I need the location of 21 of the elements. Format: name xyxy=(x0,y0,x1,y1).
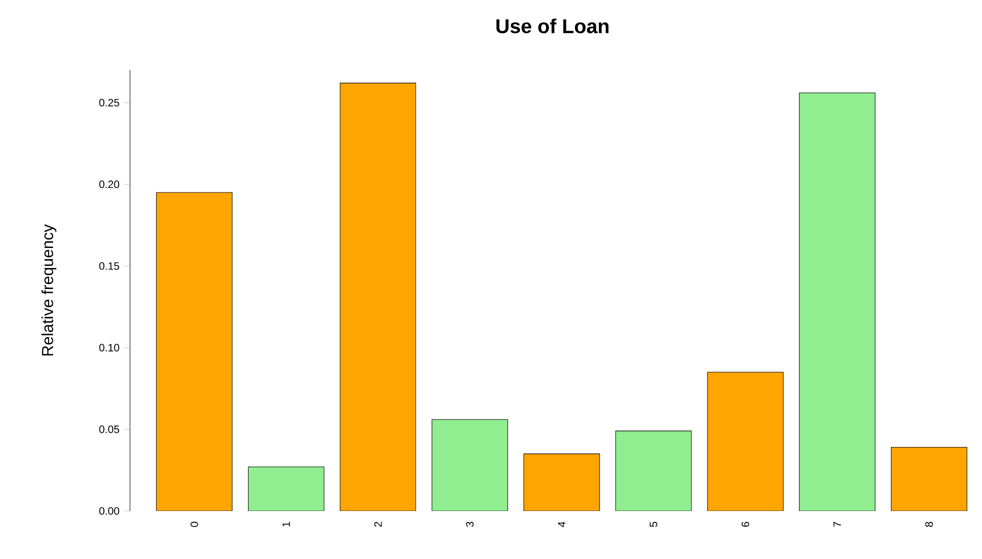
chart-title: Use of Loan xyxy=(496,18,608,34)
bar xyxy=(432,419,508,511)
y-tick-label: 0.10 xyxy=(99,344,120,352)
x-tick-label: 6 xyxy=(742,522,750,527)
bar xyxy=(248,466,324,511)
y-tick-label: 0.15 xyxy=(99,262,120,270)
x-tick-label: 2 xyxy=(374,522,382,527)
y-axis-title: Relative frequency xyxy=(41,224,56,356)
x-tick-label: 8 xyxy=(925,522,933,527)
y-tick-label: 0.20 xyxy=(99,180,120,188)
y-tick-label: 0.00 xyxy=(99,507,120,515)
x-tick-label: 0 xyxy=(190,522,198,527)
x-tick-label: 7 xyxy=(834,522,841,527)
y-tick-label: 0.25 xyxy=(99,98,120,106)
x-tick-label: 4 xyxy=(558,522,566,528)
bar xyxy=(156,192,232,511)
bar xyxy=(890,447,968,511)
x-tick-label: 5 xyxy=(650,522,658,527)
x-tick-label: 1 xyxy=(282,522,290,527)
y-tick-label: 0.05 xyxy=(99,426,120,434)
x-tick-label: 3 xyxy=(466,522,474,527)
